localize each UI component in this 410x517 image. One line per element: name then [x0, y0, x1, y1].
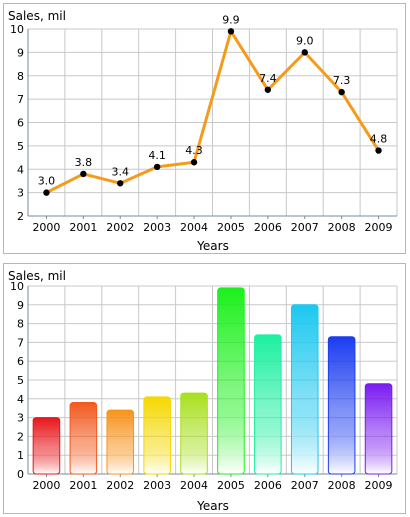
bar-chart-bar [69, 402, 98, 475]
bar-chart-ytick-label: 8 [17, 318, 24, 331]
line-chart-xtick-label: 2003 [143, 221, 171, 234]
bar-chart-ytick-label: 1 [17, 449, 24, 462]
line-chart-data-label: 3.8 [75, 156, 93, 169]
line-chart-point [338, 88, 345, 96]
line-chart-ytick-label: 10 [10, 23, 24, 36]
line-chart-point [375, 147, 382, 154]
line-chart-xlabel: Years [196, 239, 229, 253]
bar-chart-bar [364, 383, 393, 475]
line-chart-point [190, 159, 198, 166]
bar-chart-ylabel: Sales, mil [8, 269, 66, 283]
line-chart: Sales, mil Years 2 3 4 5 6 7 8 9 10 2000 2001 2002 2… [8, 9, 398, 253]
line-chart-xtick-label: 2004 [180, 221, 208, 234]
line-chart-data-label: 3.0 [38, 175, 56, 188]
bar-chart-bar [217, 287, 245, 475]
line-chart-ytick-label: 7 [17, 93, 24, 106]
line-chart-ytick-label: 5 [17, 140, 24, 153]
line-chart-xtick-label: 2006 [254, 221, 282, 234]
line-chart-point [301, 49, 308, 56]
line-chart-point [117, 180, 124, 187]
line-chart-data-label: 4.8 [370, 133, 388, 146]
line-chart-point [264, 86, 272, 93]
line-chart-ytick-label: 2 [17, 210, 24, 223]
bar-chart-ytick-label: 3 [17, 412, 24, 425]
line-chart-xtick-label: 2007 [291, 221, 319, 234]
bar-chart-bar [143, 396, 171, 475]
bar-chart-ytick-label: 0 [17, 468, 24, 481]
bar-chart-xtick-label: 2003 [143, 479, 171, 492]
bar-chart-bar [290, 304, 319, 475]
line-chart-ytick-label: 9 [17, 46, 24, 59]
line-chart-panel: Sales, mil Years 2 3 4 5 6 7 8 9 10 2000 2001 2002 2… [3, 3, 406, 254]
line-chart-point [153, 163, 161, 171]
line-chart-data-label: 7.4 [259, 72, 277, 85]
bar-chart-xtick-label: 2007 [291, 479, 319, 492]
line-chart-point [227, 28, 235, 35]
bar-chart-xtick-label: 2005 [217, 479, 245, 492]
bar-chart-bar [327, 336, 356, 475]
bar-chart-xtick-label: 2002 [106, 479, 134, 492]
line-chart-ytick-label: 4 [17, 163, 24, 176]
line-chart-series-line [45, 29, 380, 194]
line-chart-xtick-label: 2000 [32, 221, 60, 234]
bar-chart-xtick-label: 2009 [365, 479, 393, 492]
line-chart-ytick-label: 3 [17, 187, 24, 200]
bar-chart-bar [106, 409, 135, 475]
line-chart-ylabel: Sales, mil [8, 9, 66, 23]
bar-chart-xtick-label: 2001 [69, 479, 97, 492]
bar-chart-bar [32, 417, 61, 475]
line-chart-data-label: 9.0 [296, 34, 314, 47]
bar-chart-ytick-label: 4 [17, 393, 24, 406]
bar-chart-bar [180, 392, 208, 475]
line-chart-data-label: 4.1 [148, 149, 166, 162]
line-chart-point [80, 170, 87, 178]
line-chart-data-label: 3.4 [112, 165, 130, 178]
line-chart-data-label: 7.3 [333, 74, 351, 87]
bar-chart-ytick-label: 5 [17, 374, 24, 387]
bar-chart-panel: Sales, mil Years 0 1 2 3 4 5 6 7 8 9 10 2000 2001 200… [3, 263, 406, 514]
bar-chart-xlabel: Years [196, 499, 229, 513]
bar-chart-bar [254, 334, 282, 475]
line-chart-xtick-label: 2002 [106, 221, 134, 234]
line-chart-point [43, 189, 50, 196]
bar-chart-ytick-label: 7 [17, 336, 24, 349]
line-chart-ytick-label: 8 [17, 70, 24, 83]
bar-chart: Sales, mil Years 0 1 2 3 4 5 6 7 8 9 10 2000 2001 200… [8, 269, 398, 513]
line-chart-data-label: 4.3 [185, 144, 203, 157]
bar-chart-ytick-label: 9 [17, 299, 24, 312]
bar-chart-xtick-label: 2006 [254, 479, 282, 492]
bar-chart-ytick-label: 10 [10, 280, 24, 293]
bar-chart-ytick-label: 6 [17, 355, 24, 368]
line-chart-xtick-label: 2008 [328, 221, 356, 234]
bar-chart-xtick-label: 2004 [180, 479, 208, 492]
bar-chart-ytick-label: 2 [17, 430, 24, 443]
bar-chart-xtick-label: 2008 [328, 479, 356, 492]
line-chart-xtick-label: 2005 [217, 221, 245, 234]
bar-chart-xtick-label: 2000 [32, 479, 60, 492]
line-chart-data-label: 9.9 [222, 13, 240, 26]
line-chart-ytick-label: 6 [17, 117, 24, 130]
line-chart-xtick-label: 2001 [69, 221, 97, 234]
line-chart-xtick-label: 2009 [365, 221, 393, 234]
